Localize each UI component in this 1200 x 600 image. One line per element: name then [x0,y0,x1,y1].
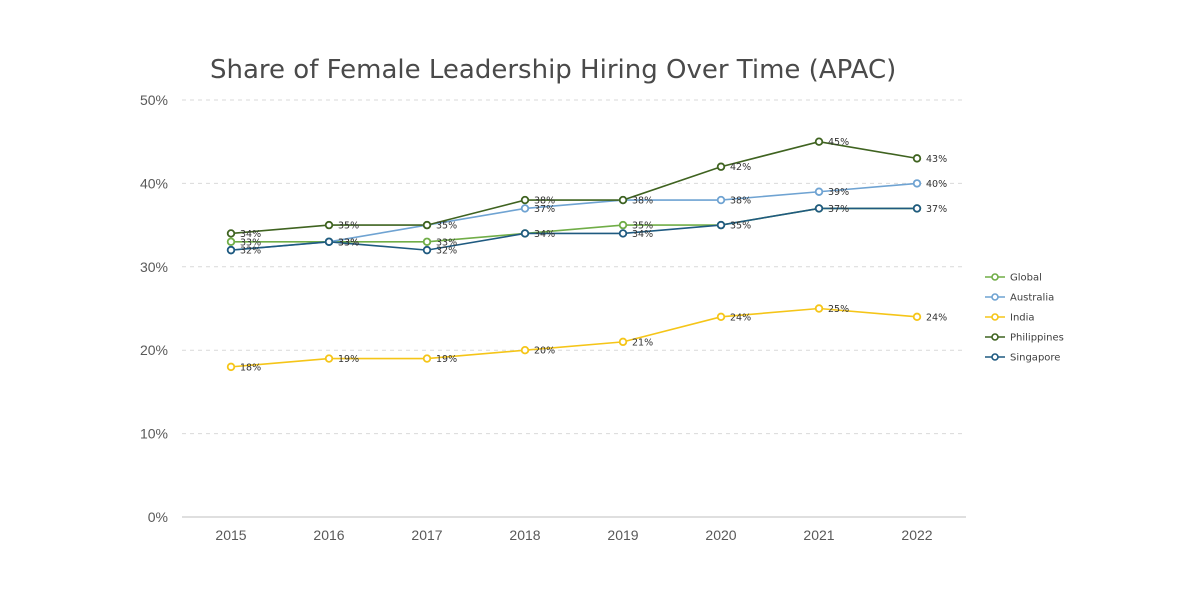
data-label: 39% [828,187,849,198]
x-tick-label: 2020 [705,527,736,543]
data-point-india [226,362,236,372]
series-line-australia [230,182,918,251]
x-tick-label: 2017 [411,527,442,543]
legend-marker [991,353,999,361]
data-label: 43% [926,154,947,165]
x-tick-label: 2016 [313,527,344,543]
data-point-global [226,237,236,246]
data-point-singapore [618,229,628,238]
data-point-philippines [324,220,334,230]
data-point-india [912,312,922,322]
legend-marker [991,273,999,281]
data-point-singapore [716,220,726,230]
data-point-philippines [422,220,432,230]
data-label: 37% [534,204,555,215]
data-label: 37% [926,204,947,215]
data-label: 18% [240,362,261,373]
y-axis-ticks: 0% 10% 20% 30% 40% 50% [140,92,168,525]
data-label: 32% [240,246,261,257]
series-line-philippines [230,140,918,235]
data-point-philippines [520,195,530,205]
x-tick-label: 2022 [901,527,932,543]
data-point-singapore [520,229,530,238]
data-label: 33% [436,237,457,248]
data-label: 25% [828,304,849,315]
data-point-india [814,304,824,313]
data-label: 24% [926,312,947,323]
data-point-philippines [618,195,628,205]
data-point-singapore [324,237,334,246]
data-label: 19% [338,354,359,365]
data-point-australia [912,179,922,188]
x-tick-label: 2021 [803,527,834,543]
data-label: 38% [534,196,555,207]
legend-marker [991,293,999,301]
data-label: 40% [926,179,947,190]
data-label: 33% [338,237,359,248]
data-point-singapore [912,204,922,213]
legend-label: India [1010,313,1035,324]
x-tick-label: 2018 [509,527,540,543]
data-label: 42% [730,162,751,173]
data-label: 35% [436,221,457,232]
x-axis-ticks: 2015 2016 2017 2018 2019 2020 2021 2022 [215,527,932,543]
data-label: 38% [632,196,653,207]
data-point-global [422,237,432,246]
data-point-india [716,312,726,322]
data-point-india [520,346,530,355]
data-label: 35% [338,221,359,232]
legend-marker [991,333,999,341]
data-point-india [422,354,432,363]
y-tick-label: 50% [140,92,168,108]
legend-label: Global [1010,273,1042,284]
data-label: 20% [534,346,555,357]
series-lines [226,137,922,372]
data-label: 34% [534,229,555,240]
data-point-philippines [912,154,922,163]
data-point-singapore [814,204,824,213]
y-tick-label: 40% [140,175,168,191]
data-label: 24% [730,312,751,323]
data-point-philippines [814,137,824,146]
legend-label: Australia [1010,293,1054,304]
y-tick-label: 10% [140,426,168,442]
data-label: 34% [240,229,261,240]
data-label: 35% [730,221,751,232]
x-tick-label: 2015 [215,527,246,543]
data-label: 21% [632,337,653,348]
legend-marker [991,313,999,321]
x-tick-label: 2019 [607,527,638,543]
data-label: 34% [632,229,653,240]
data-label: 33% [240,237,261,248]
data-labels: 33% 33% 33%35%37%38%39%40%18%19% 19%20%21%2… [240,137,947,373]
series-line-singapore [230,207,917,251]
gridlines [182,99,966,435]
data-point-india [618,337,628,347]
data-label: 45% [828,137,849,148]
data-point-philippines [716,162,726,171]
data-label: 38% [730,196,751,207]
series-line-india [230,307,918,368]
data-label: 37% [828,204,849,215]
data-label: 32% [436,246,457,257]
data-point-singapore [226,245,236,255]
y-tick-label: 30% [140,259,168,275]
y-tick-label: 20% [140,342,168,358]
legend-label: Philippines [1010,333,1064,344]
legend-label: Singapore [1010,353,1060,364]
data-point-singapore [422,245,432,255]
data-point-philippines [226,229,236,238]
chart-title: Share of Female Leadership Hiring Over T… [210,55,896,85]
data-label: 35% [632,221,653,232]
data-point-australia [520,204,530,213]
legend: Global Australia India Philippines Singapore [985,273,1064,364]
data-point-australia [814,187,824,196]
data-point-australia [716,195,726,205]
data-label: 33% [338,237,359,248]
data-point-global [618,220,628,230]
y-tick-label: 0% [148,509,168,525]
data-point-india [324,354,334,363]
data-label: 19% [436,354,457,365]
